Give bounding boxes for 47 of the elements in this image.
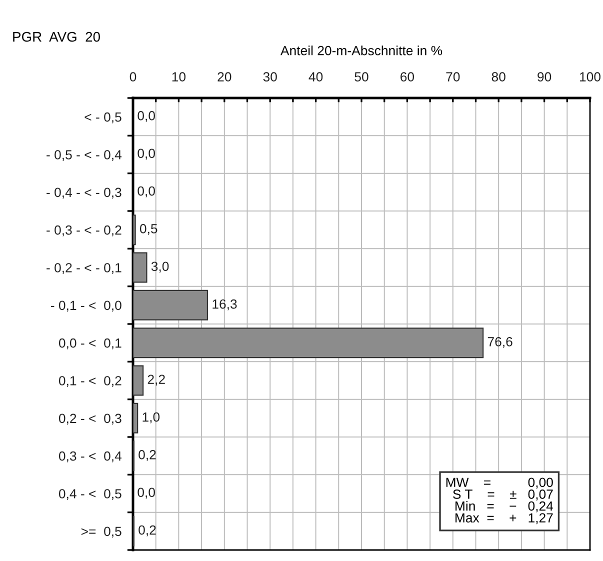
data-label: 0,0 [138,186,155,198]
data-label: 1,0 [142,412,160,424]
y-tick-label: 0,1 - < 0,2 [58,376,122,387]
y-tick-label: 0,3 - < 0,4 [58,451,122,462]
bar [133,365,144,396]
y-tick-label: >= 0,5 [81,526,122,538]
x-tick-label: 10 [172,72,186,82]
x-tick-label: 80 [492,72,506,82]
y-tick-label: - 0,1 - < 0,0 [50,300,122,312]
data-label: 0,0 [138,111,155,122]
data-label: 0,2 [138,450,156,461]
bar [133,328,484,358]
bar [133,402,138,434]
bar [133,290,208,320]
annotation: Max = + 1,27 [456,513,553,524]
y-tick-label: - 0,5 - < - 0,4 [46,150,122,161]
y-tick-label: 0,0 - < 0,1 [58,338,122,350]
data-label: 0,2 [138,525,156,536]
x-tick-label: 20 [218,72,232,82]
x-tick-label: 100 [580,72,600,82]
y-tick-label: < - 0,5 [84,112,122,124]
bar [133,252,148,283]
data-label: 0,5 [140,224,158,235]
annotation: S T = ± 0,07 [453,490,553,500]
annotation: Min = − 0,24 [456,501,554,512]
x-tick-label: 40 [308,72,323,82]
bar [133,214,136,246]
x-tick-label: 70 [446,72,460,82]
x-tick-label: 60 [400,72,414,82]
data-label: 0,0 [138,488,155,499]
data-label: 16,3 [212,299,237,310]
y-tick-label: 0,4 - < 0,5 [58,489,122,500]
x-tick-label: 0 [130,72,136,82]
y-tick-label: - 0,2 - < - 0,1 [46,263,122,274]
y-tick-label: 0,2 - < 0,3 [58,414,122,425]
data-label: 3,0 [151,262,169,273]
data-label: 76,6 [488,337,512,348]
y-tick-label: - 0,3 - < - 0,2 [46,225,122,236]
data-label: 2,2 [148,374,165,386]
y-tick-label: - 0,4 - < - 0,3 [46,188,122,199]
x-axis-title: Anteil 20-m-Abschnitte in % [280,46,442,56]
chart-title: PGR AVG 20 [13,32,100,42]
x-tick-label: 30 [263,72,277,82]
data-label: 0,0 [138,148,155,160]
annotation: MW = 0,00 [446,478,553,489]
x-tick-label: 90 [538,72,552,82]
x-tick-label: 50 [354,72,368,82]
